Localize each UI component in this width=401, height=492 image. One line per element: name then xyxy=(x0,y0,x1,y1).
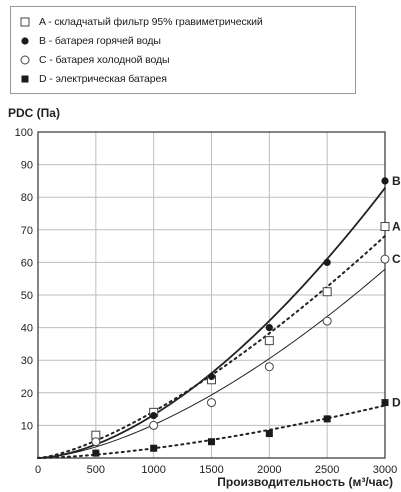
legend-item-d: D - электрическая батарея xyxy=(19,69,355,88)
legend-marker-shape xyxy=(20,17,30,26)
series-end-label-a: A xyxy=(392,220,401,234)
data-point-a xyxy=(264,336,274,346)
data-point-c xyxy=(264,362,274,372)
y-tick-label: 40 xyxy=(21,323,33,335)
legend-item-c: C - батарея холодной воды xyxy=(19,50,355,69)
x-tick-label: 500 xyxy=(87,464,105,476)
y-tick-label: 100 xyxy=(15,127,33,139)
legend-marker-shape xyxy=(20,55,30,64)
y-tick-label: 50 xyxy=(21,290,33,302)
data-point-b xyxy=(207,372,216,381)
series-points xyxy=(91,177,390,457)
data-point-c xyxy=(91,437,101,447)
data-point-c xyxy=(149,420,159,430)
data-point-a xyxy=(380,222,390,232)
data-point-c xyxy=(380,254,390,264)
data-point-c xyxy=(322,316,332,326)
data-point-b xyxy=(323,258,331,266)
y-tick-label: 70 xyxy=(21,225,33,237)
data-point-d xyxy=(92,449,100,457)
data-point-d xyxy=(381,399,389,407)
y-axis-title: PDC (Па) xyxy=(8,106,60,120)
legend-marker-d xyxy=(21,75,29,82)
data-point-c xyxy=(207,398,216,408)
series-end-label-b: B xyxy=(392,174,401,188)
series-end-label-d: D xyxy=(392,396,401,410)
plot-frame xyxy=(37,131,386,459)
x-axis-title: Производительность (м³/час) xyxy=(217,475,393,489)
legend-marker-b xyxy=(21,36,29,45)
y-tick-label: 30 xyxy=(21,355,33,367)
plot-border xyxy=(37,131,386,459)
legend-item-b: B - батарея горячей воды xyxy=(19,31,355,50)
x-tick-label: 1500 xyxy=(199,464,223,476)
data-point-d xyxy=(265,430,273,438)
legend-item-a: A - складчатый фильтр 95% гравиметрическ… xyxy=(19,12,355,31)
series-end-labels: A B C D xyxy=(392,174,401,410)
legend-label: B - батарея горячей воды xyxy=(39,34,161,47)
legend-marker-shape xyxy=(21,36,29,45)
chart-grid xyxy=(38,132,385,458)
y-tick-label: 90 xyxy=(21,160,33,172)
data-point-d xyxy=(208,438,215,446)
series-line-c xyxy=(37,268,386,459)
data-point-b xyxy=(265,324,273,332)
data-point-a xyxy=(322,287,332,297)
series-end-label-c: C xyxy=(392,252,401,266)
legend-marker-shape xyxy=(21,75,29,82)
x-tick-label: 2500 xyxy=(315,464,339,476)
data-point-b xyxy=(381,177,389,185)
y-tick-label: 80 xyxy=(21,192,33,204)
legend-label: C - батарея холодной воды xyxy=(39,53,170,66)
chart-legend: A - складчатый фильтр 95% гравиметрическ… xyxy=(10,6,356,94)
y-tick-label: 10 xyxy=(21,420,33,432)
legend-items: A - складчатый фильтр 95% гравиметрическ… xyxy=(11,7,355,88)
tick-labels: 0 500 1000 1500 2000 2500 3000 10 20 30 40 50 60 70 80… xyxy=(15,127,398,476)
legend-marker-c xyxy=(20,55,30,64)
data-point-d xyxy=(150,444,158,452)
x-tick-label: 0 xyxy=(35,464,41,476)
x-tick-label: 2000 xyxy=(257,464,281,476)
legend-marker-a xyxy=(20,17,30,26)
y-tick-label: 20 xyxy=(21,388,33,400)
legend-label: A - складчатый фильтр 95% гравиметрическ… xyxy=(39,15,263,28)
x-tick-label: 3000 xyxy=(373,464,397,476)
data-point-b xyxy=(150,412,158,420)
y-tick-label: 60 xyxy=(21,257,33,269)
x-tick-label: 1000 xyxy=(141,464,165,476)
data-point-d xyxy=(323,415,331,423)
legend-label: D - электрическая батарея xyxy=(39,72,167,85)
